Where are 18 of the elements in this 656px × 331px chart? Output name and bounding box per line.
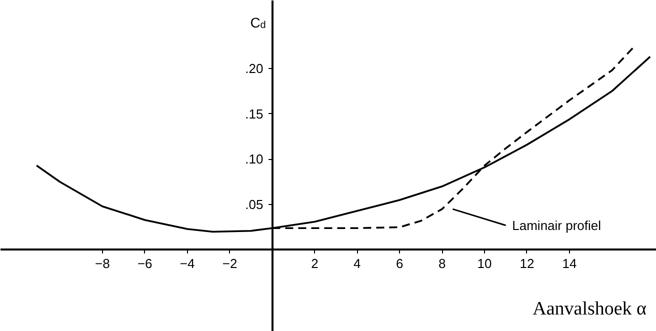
y-tick-label: .10 bbox=[245, 152, 264, 167]
x-tick-label: 6 bbox=[396, 256, 404, 271]
x-tick-label: 4 bbox=[354, 256, 361, 271]
x-tick-label: 14 bbox=[562, 256, 577, 271]
y-tick-label: .20 bbox=[245, 61, 264, 76]
x-tick-label: 10 bbox=[477, 256, 492, 271]
x-tick-label: −8 bbox=[94, 256, 110, 271]
x-tick-label: −6 bbox=[137, 256, 152, 271]
legend-label: Laminair profiel bbox=[512, 218, 602, 233]
y-tick-label: .05 bbox=[245, 197, 264, 212]
x-tick-label: −4 bbox=[180, 256, 195, 271]
x-tick-label: 8 bbox=[438, 256, 446, 271]
x-tick-label: 2 bbox=[311, 256, 318, 271]
y-tick-label: .15 bbox=[245, 106, 264, 122]
y-axis-title: Cd bbox=[250, 14, 266, 31]
x-tick-label: −2 bbox=[222, 256, 238, 271]
x-tick-label: 12 bbox=[520, 256, 534, 271]
x-axis-title: Aanvalshoek α bbox=[532, 298, 647, 320]
